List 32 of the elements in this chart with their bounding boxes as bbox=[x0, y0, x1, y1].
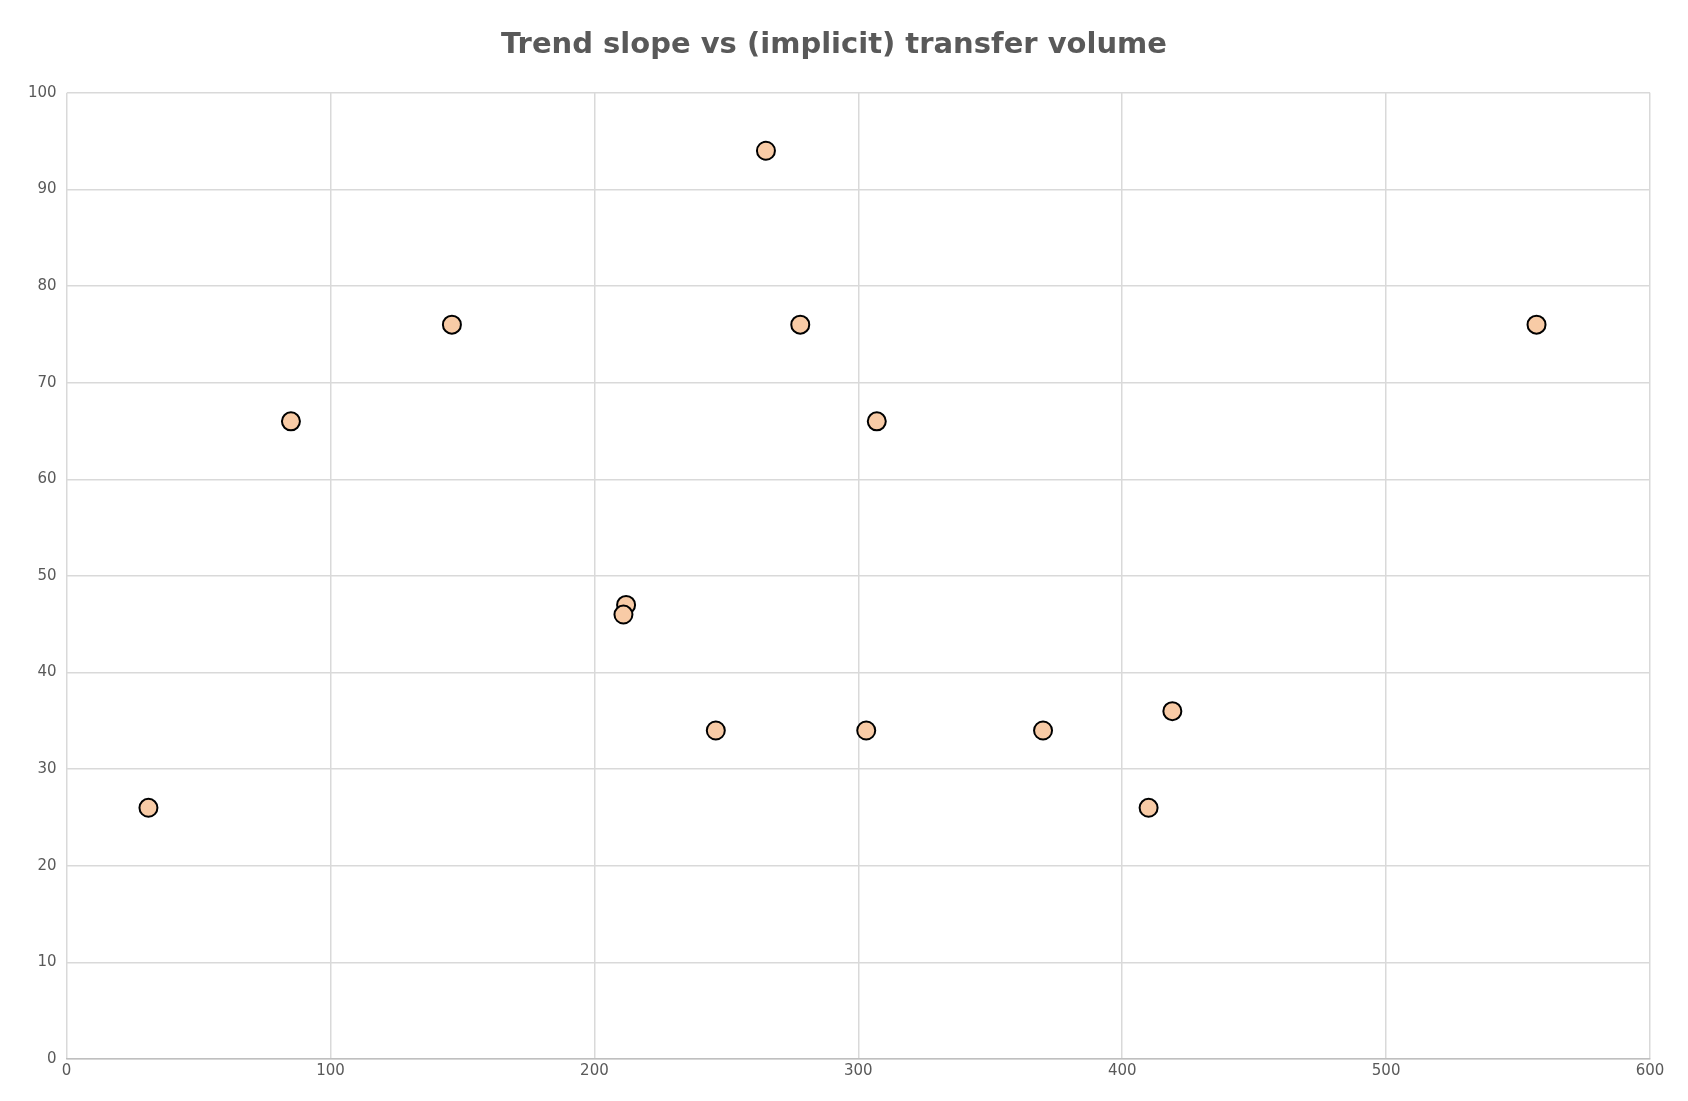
y-tick-label: 20 bbox=[37, 855, 57, 874]
y-tick-label: 90 bbox=[37, 179, 57, 198]
x-tick-label: 500 bbox=[1371, 1060, 1401, 1079]
point bbox=[280, 411, 301, 432]
y-tick-label: 30 bbox=[37, 759, 57, 778]
point bbox=[441, 314, 462, 335]
y-tick-label: 70 bbox=[37, 372, 57, 391]
x-tick-label: 600 bbox=[1635, 1060, 1665, 1079]
point bbox=[755, 140, 776, 161]
x-tick-label: 300 bbox=[843, 1060, 873, 1079]
y-tick-label: 60 bbox=[37, 469, 57, 488]
y-tick-label: 0 bbox=[47, 1048, 57, 1067]
y-tick-label: 100 bbox=[27, 82, 57, 101]
point bbox=[1162, 701, 1183, 722]
y-tick-label: 40 bbox=[37, 662, 57, 681]
point bbox=[613, 604, 634, 625]
x-tick-label: 0 bbox=[61, 1060, 72, 1079]
point bbox=[790, 314, 811, 335]
x-tick-label: 100 bbox=[316, 1060, 345, 1079]
point bbox=[138, 797, 159, 818]
y-tick-label: 10 bbox=[37, 952, 57, 971]
point bbox=[1526, 314, 1547, 335]
point bbox=[705, 720, 726, 741]
x-tick-label: 200 bbox=[580, 1060, 609, 1079]
y-tick-label: 50 bbox=[37, 565, 57, 584]
point bbox=[866, 411, 887, 432]
y-tick-label: 80 bbox=[37, 275, 57, 294]
x-tick-label: 400 bbox=[1107, 1060, 1137, 1079]
chart-title: Trend slope vs (implicit) transfer volume bbox=[501, 25, 1167, 60]
point bbox=[1033, 720, 1054, 741]
point bbox=[1138, 797, 1159, 818]
point bbox=[856, 720, 877, 741]
